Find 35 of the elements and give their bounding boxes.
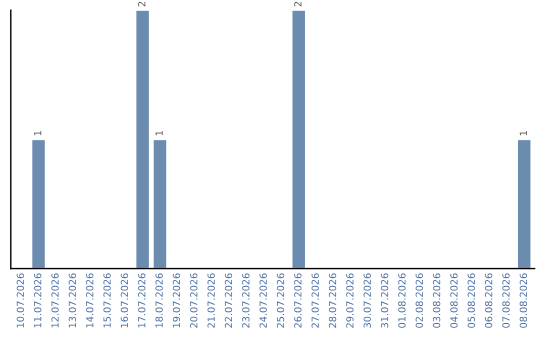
x-tick-label: 30.07.2026 <box>364 273 371 328</box>
x-tick-label: 06.08.2026 <box>484 273 492 328</box>
x-tick-label: 05.08.2026 <box>468 273 475 328</box>
x-tick-label: 21.07.2026 <box>207 273 215 328</box>
x-tick-label: 29.07.2026 <box>346 273 354 328</box>
x-tick-label: 26.07.2026 <box>294 273 302 328</box>
data-label: 2 <box>138 2 146 6</box>
data-label: 1 <box>520 131 527 136</box>
x-tick-label: 19.07.2026 <box>172 273 180 328</box>
x-tick-label: 17.07.2026 <box>138 273 146 328</box>
x-tick-label: 15.07.2026 <box>103 273 111 328</box>
x-tick-label: 10.07.2026 <box>16 273 24 328</box>
x-tick-label: 16.07.2026 <box>120 273 128 328</box>
data-label: 1 <box>34 131 42 136</box>
x-tick-label: 31.07.2026 <box>380 273 388 328</box>
x-tick-label: 14.07.2026 <box>86 273 94 328</box>
x-tick-label: 27.07.2026 <box>312 273 319 328</box>
x-tick-label: 11.07.2026 <box>34 273 42 328</box>
x-tick-label: 07.08.2026 <box>502 273 510 328</box>
x-tick-label: 02.08.2026 <box>416 273 423 328</box>
data-label: 1 <box>156 131 163 136</box>
x-tick-label: 18.07.2026 <box>155 273 163 328</box>
x-tick-label: 25.07.2026 <box>276 273 284 328</box>
x-tick-label: 13.07.2026 <box>68 273 76 328</box>
x-tick-label: 22.07.2026 <box>224 273 232 328</box>
data-label: 2 <box>294 2 302 6</box>
x-tick-label: 23.07.2026 <box>242 273 250 328</box>
x-tick-label: 24.07.2026 <box>259 273 267 328</box>
x-tick-label: 20.07.2026 <box>190 273 198 328</box>
x-tick-label: 08.08.2026 <box>520 273 528 328</box>
x-tick-label: 04.08.2026 <box>450 273 458 328</box>
x-tick-label: 28.07.2026 <box>328 273 336 328</box>
x-tick-label: 03.08.2026 <box>432 273 440 328</box>
x-tick-label: 12.07.2026 <box>51 273 59 328</box>
x-tick-label: 01.08.2026 <box>398 273 406 328</box>
